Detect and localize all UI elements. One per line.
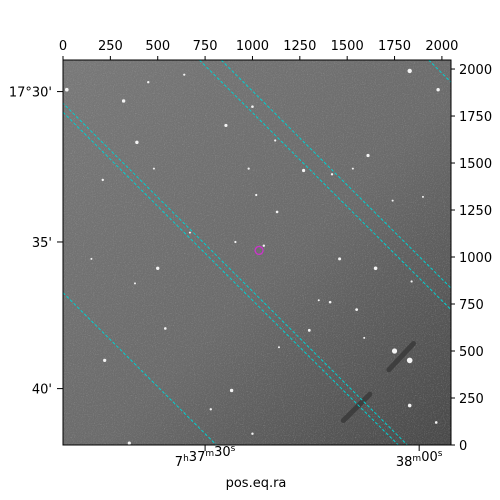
top-tick-label: 1000 <box>236 39 269 54</box>
right-tick-label: 1750 <box>459 110 492 125</box>
star <box>262 244 266 247</box>
star <box>275 210 279 214</box>
coordinate-grid <box>63 60 451 445</box>
star <box>101 178 104 182</box>
star <box>338 257 342 261</box>
left-tick-label: 17°30' <box>9 86 52 101</box>
left-tick-label: 35' <box>32 236 52 251</box>
top-tick-label: 1500 <box>331 39 364 54</box>
star <box>373 266 378 271</box>
star <box>407 68 412 74</box>
right-tick-label: 2000 <box>459 63 492 78</box>
star <box>152 167 155 170</box>
star <box>391 199 394 202</box>
star <box>410 280 413 283</box>
star <box>434 421 438 424</box>
ra-grid-line <box>220 60 451 289</box>
target-marker-circle <box>254 245 264 256</box>
star <box>302 168 306 173</box>
star <box>156 266 160 270</box>
dec-grid-line <box>199 60 451 311</box>
target-marker <box>254 245 264 256</box>
x-axis-label: pos.eq.ra <box>226 476 287 491</box>
top-tick-label: 250 <box>98 39 123 54</box>
star <box>255 193 258 197</box>
star <box>274 139 277 142</box>
star <box>307 328 311 332</box>
star <box>328 300 332 304</box>
star <box>277 346 280 349</box>
stars <box>64 68 440 445</box>
star <box>133 282 136 285</box>
top-tick-label: 2000 <box>425 39 458 54</box>
bottom-tick-label: 38m00s <box>396 449 443 470</box>
left-dec-axis: 17°30' 35' 40' <box>9 86 63 398</box>
star <box>234 240 237 244</box>
star <box>183 73 186 76</box>
star <box>164 327 167 330</box>
right-tick-label: 1250 <box>459 204 492 219</box>
right-pixel-axis: 0 250 500 750 1000 1250 1500 1750 2000 <box>451 63 492 454</box>
star <box>406 357 413 364</box>
top-tick-label: 1750 <box>378 39 411 54</box>
star <box>330 173 334 176</box>
star <box>363 336 366 339</box>
star <box>366 153 370 158</box>
satellite-streak <box>386 340 416 373</box>
left-tick-label: 40' <box>32 383 52 398</box>
star <box>224 123 228 128</box>
star <box>391 348 398 354</box>
star <box>127 441 131 445</box>
dec-grid-line <box>63 111 400 445</box>
right-tick-label: 500 <box>459 345 484 360</box>
satellite-streaks <box>340 340 416 424</box>
star <box>103 358 107 363</box>
star <box>209 408 212 411</box>
star <box>407 403 412 408</box>
star <box>351 167 354 170</box>
top-tick-label: 0 <box>59 39 67 54</box>
star <box>229 388 234 393</box>
satellite-streak <box>340 391 373 424</box>
star <box>135 140 139 145</box>
star <box>247 167 250 170</box>
star <box>147 80 150 84</box>
plot-frame <box>62 59 452 446</box>
star <box>436 88 440 92</box>
star <box>251 432 254 435</box>
bottom-tick-label: 7h37m30s <box>175 444 236 470</box>
top-pixel-axis: 0 250 500 750 1000 1250 1500 1750 2000 <box>59 39 458 60</box>
star <box>188 231 191 234</box>
star <box>317 299 320 302</box>
right-tick-label: 0 <box>459 439 467 454</box>
ra-grid-line <box>63 102 409 445</box>
star <box>64 87 69 92</box>
star <box>90 257 93 260</box>
ra-grid-line <box>428 60 451 83</box>
star-field-image <box>63 60 451 445</box>
right-tick-label: 750 <box>459 298 484 313</box>
top-tick-label: 500 <box>145 39 170 54</box>
star <box>421 195 424 198</box>
right-tick-label: 1500 <box>459 157 492 172</box>
right-tick-label: 1000 <box>459 251 492 266</box>
star <box>355 308 359 312</box>
star <box>121 99 126 103</box>
top-tick-label: 750 <box>193 39 218 54</box>
star <box>251 105 254 108</box>
bottom-ra-axis: 7h37m30s 38m00s <box>175 444 443 470</box>
right-tick-label: 250 <box>459 392 484 407</box>
dec-grid-line <box>63 292 218 445</box>
top-tick-label: 1250 <box>283 39 316 54</box>
